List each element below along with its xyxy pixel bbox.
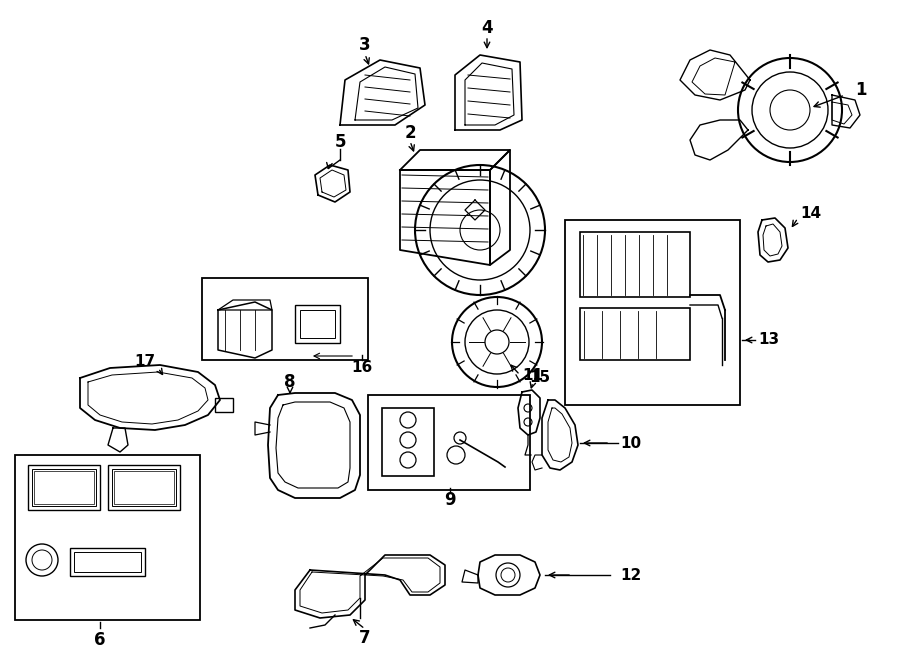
Text: 6: 6: [94, 631, 106, 649]
Bar: [580, 308, 690, 360]
Bar: [15, 455, 200, 620]
Text: 7: 7: [359, 629, 371, 647]
Text: 12: 12: [620, 568, 641, 582]
Bar: [215, 398, 233, 412]
Bar: [565, 220, 740, 405]
Bar: [108, 465, 180, 510]
Text: 3: 3: [359, 36, 371, 54]
Text: 14: 14: [800, 206, 821, 221]
Text: 5: 5: [334, 133, 346, 151]
Bar: [114, 471, 174, 504]
Bar: [32, 469, 96, 506]
Text: 10: 10: [620, 436, 641, 451]
Bar: [300, 310, 335, 338]
Bar: [295, 305, 340, 343]
Bar: [368, 395, 530, 490]
Text: 9: 9: [445, 491, 455, 509]
Text: 15: 15: [529, 371, 551, 385]
Bar: [580, 232, 690, 297]
Text: 8: 8: [284, 373, 296, 391]
Text: 4: 4: [482, 19, 493, 37]
Bar: [202, 278, 368, 360]
Bar: [74, 552, 141, 572]
Bar: [382, 408, 434, 476]
Text: 1: 1: [855, 81, 867, 99]
Text: 11: 11: [523, 368, 544, 383]
Bar: [70, 548, 145, 576]
Text: 16: 16: [351, 360, 373, 375]
Text: 13: 13: [758, 332, 779, 348]
Text: 2: 2: [404, 124, 416, 142]
Bar: [112, 469, 176, 506]
Text: 17: 17: [134, 354, 156, 369]
Bar: [34, 471, 94, 504]
Bar: [28, 465, 100, 510]
